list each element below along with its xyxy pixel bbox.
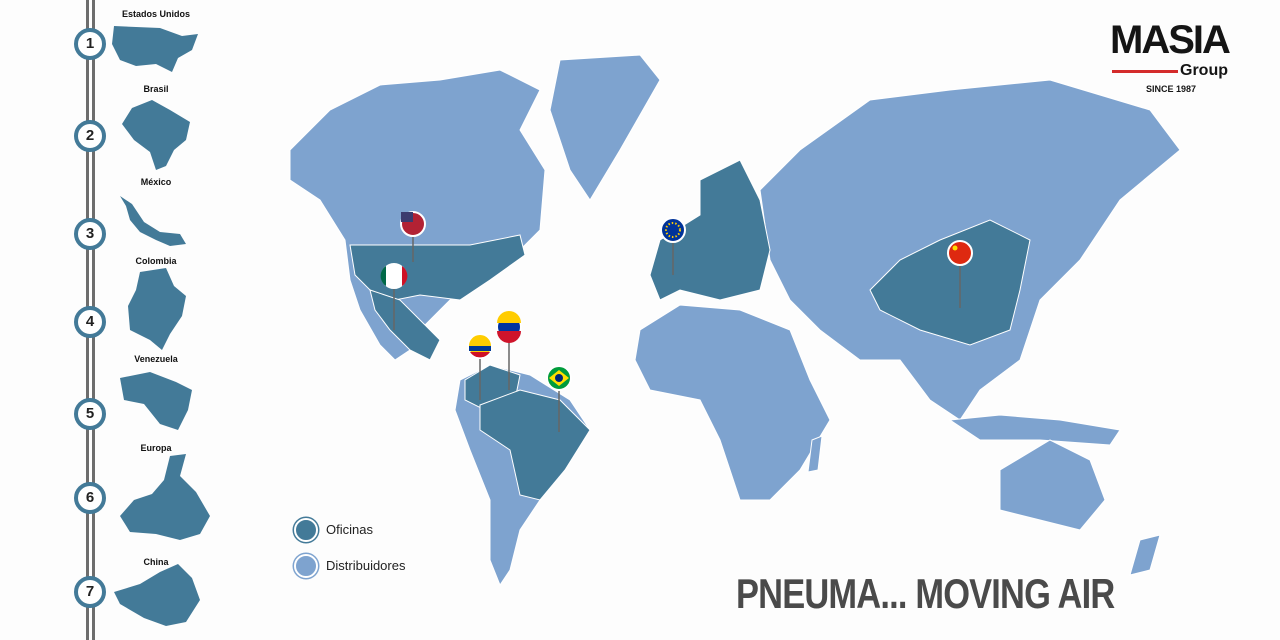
europe-silhouette <box>120 454 210 540</box>
country-silhouettes <box>112 26 210 626</box>
usa-silhouette <box>112 26 198 72</box>
masia-logo: MASIA Group SINCE 1987 <box>1110 20 1250 100</box>
africa <box>634 304 831 501</box>
legend-offices: Oficinas <box>294 518 373 542</box>
brazil-silhouette <box>122 100 190 170</box>
logo-group: Group <box>1180 62 1228 79</box>
logo-since: SINCE 1987 <box>1146 84 1197 94</box>
brazil-office <box>479 389 591 501</box>
venezuela-flag-pin <box>496 311 522 343</box>
indonesia <box>948 414 1121 446</box>
label-colombia: Colombia <box>135 256 177 266</box>
greenland <box>549 54 661 201</box>
label-estados-unidos: Estados Unidos <box>121 9 190 19</box>
step-1: 1 <box>74 28 106 60</box>
step-6: 6 <box>74 482 106 514</box>
australia <box>999 439 1106 531</box>
step-4: 4 <box>74 306 106 338</box>
new-zealand <box>1129 534 1161 576</box>
colombia-silhouette <box>128 268 186 350</box>
slogan: PNEUMA... MOVING AIR <box>736 570 1115 617</box>
label-china: China <box>143 557 169 567</box>
step-7: 7 <box>74 576 106 608</box>
us-flag-pin <box>400 211 426 237</box>
china-flag-pin <box>947 240 973 266</box>
venezuela-silhouette <box>120 372 192 430</box>
madagascar <box>807 435 823 473</box>
europe-office <box>649 159 771 301</box>
label-mexico: México <box>140 177 172 187</box>
china-silhouette <box>114 564 200 626</box>
offices-swatch <box>294 518 318 542</box>
step-2: 2 <box>74 120 106 152</box>
label-europa: Europa <box>140 443 172 453</box>
colombia-flag-pin <box>467 333 493 359</box>
distributors-swatch <box>294 554 318 578</box>
china-office <box>869 219 1031 346</box>
logo-red-bar <box>1112 70 1178 73</box>
usa-office <box>349 234 526 301</box>
legend-distributors: Distribuidores <box>294 554 405 578</box>
brazil-flag-pin <box>546 365 572 391</box>
mexico-silhouette <box>120 196 186 246</box>
mexico-office <box>369 289 441 361</box>
mexico-flag-pin <box>380 263 408 289</box>
step-5: 5 <box>74 398 106 430</box>
label-brasil: Brasil <box>143 84 169 94</box>
legend-offices-label: Oficinas <box>326 522 373 537</box>
label-venezuela: Venezuela <box>134 354 178 364</box>
legend-distributors-label: Distribuidores <box>326 558 406 573</box>
step-3: 3 <box>74 218 106 250</box>
eu-flag-pin <box>660 217 686 243</box>
logo-name: MASIA <box>1110 18 1231 62</box>
